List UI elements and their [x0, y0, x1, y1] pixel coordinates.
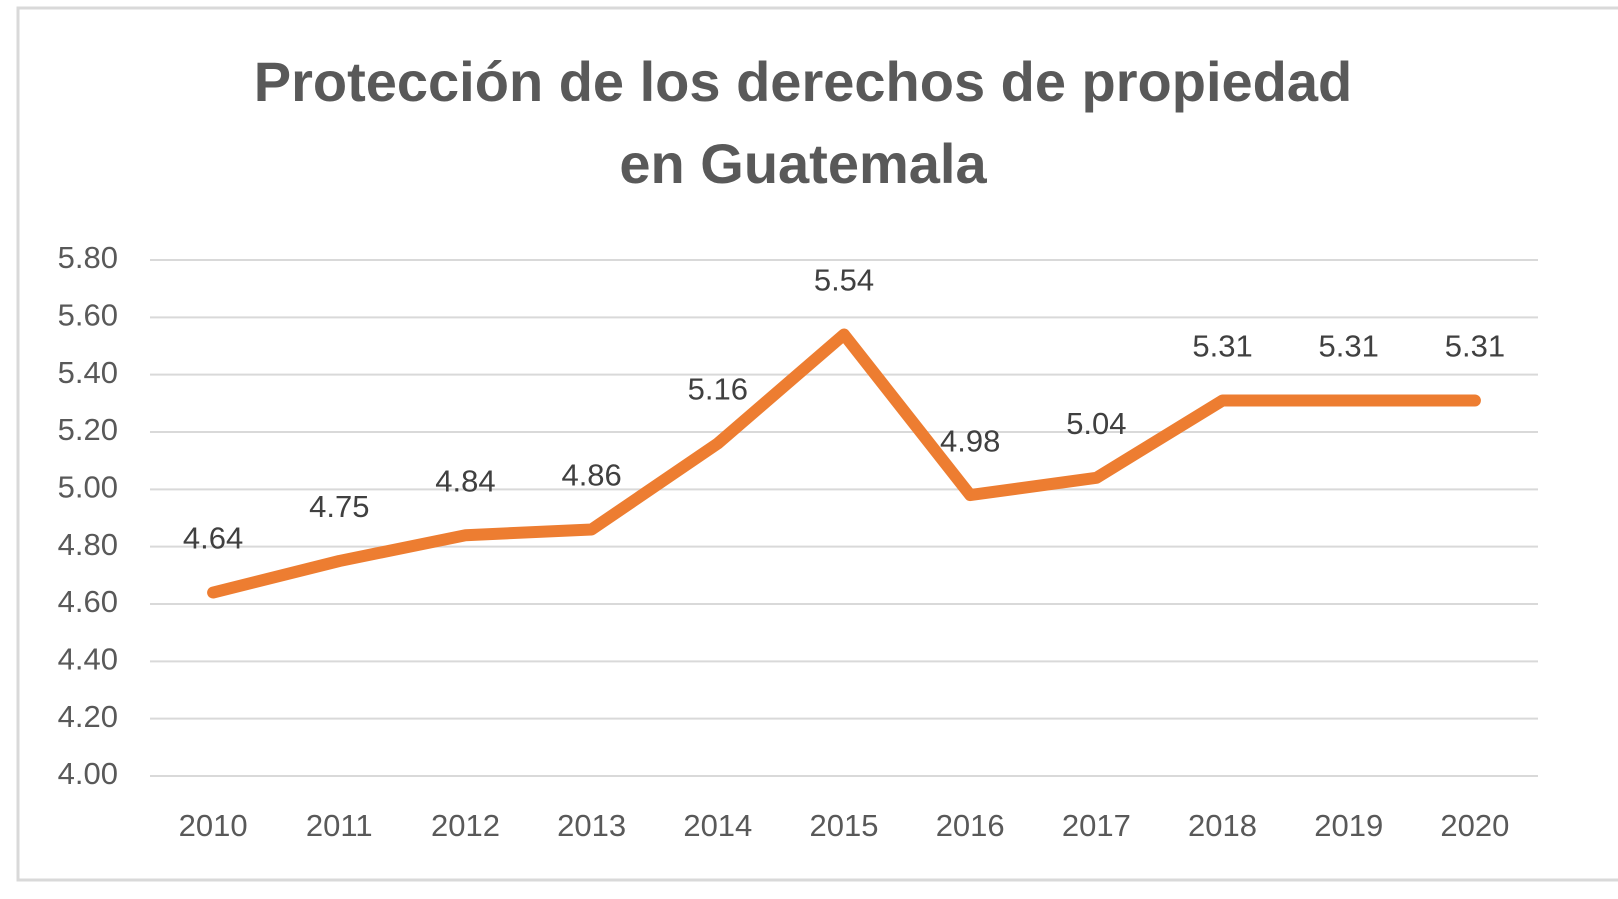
x-tick-label: 2017 — [1062, 808, 1131, 843]
y-tick-label: 5.60 — [58, 298, 118, 333]
x-tick-label: 2011 — [306, 808, 373, 843]
x-tick-label: 2014 — [683, 808, 752, 843]
x-tick-label: 2013 — [557, 808, 626, 843]
data-line — [207, 328, 1481, 599]
data-label: 5.04 — [1066, 406, 1126, 441]
x-tick-label: 2016 — [936, 808, 1005, 843]
data-label: 4.98 — [940, 423, 1000, 458]
x-tick-label: 2019 — [1314, 808, 1383, 843]
y-tick-label: 5.00 — [58, 470, 118, 505]
x-tick-label: 2012 — [431, 808, 500, 843]
data-label: 5.31 — [1192, 329, 1252, 364]
data-label: 5.31 — [1319, 329, 1379, 364]
chart-title: Protección de los derechos de propiedad — [254, 50, 1352, 113]
x-tick-label: 2020 — [1440, 808, 1509, 843]
y-tick-label: 5.40 — [58, 355, 118, 390]
chart-frame — [16, 6, 1618, 882]
y-tick-label: 4.20 — [58, 699, 118, 734]
y-tick-label: 4.40 — [58, 642, 118, 677]
y-tick-label: 5.20 — [58, 412, 118, 447]
y-tick-label: 4.00 — [58, 756, 118, 791]
data-label: 4.64 — [183, 521, 243, 556]
y-tick-label: 4.80 — [58, 527, 118, 562]
y-tick-label: 4.60 — [58, 584, 118, 619]
x-tick-label: 2010 — [179, 808, 248, 843]
chart-title: en Guatemala — [619, 132, 987, 195]
data-label: 5.31 — [1445, 329, 1505, 364]
x-tick-label: 2015 — [810, 808, 879, 843]
data-label: 4.75 — [309, 489, 369, 524]
y-tick-label: 5.80 — [58, 240, 118, 275]
data-label: 5.16 — [688, 372, 748, 407]
x-tick-label: 2018 — [1188, 808, 1257, 843]
data-label: 4.84 — [435, 463, 495, 498]
data-label: 5.54 — [814, 263, 874, 298]
data-label: 4.86 — [561, 458, 621, 493]
